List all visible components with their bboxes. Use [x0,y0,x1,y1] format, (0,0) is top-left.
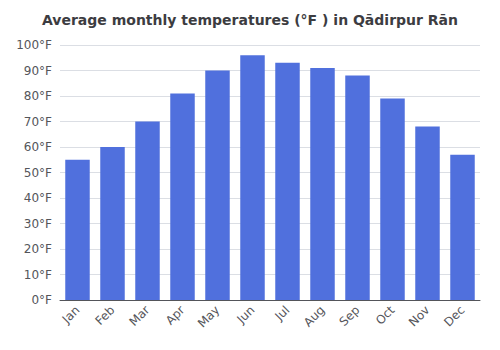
svg-text:50°F: 50°F [24,166,52,180]
svg-text:60°F: 60°F [24,140,52,154]
svg-text:80°F: 80°F [24,89,52,103]
svg-text:30°F: 30°F [24,217,52,231]
svg-text:Jan: Jan [59,303,83,327]
svg-text:Oct: Oct [373,303,398,328]
svg-text:70°F: 70°F [24,115,52,129]
svg-text:Nov: Nov [406,303,432,329]
svg-text:Average monthly temperatures (: Average monthly temperatures (°F ) in Qā… [42,12,458,28]
svg-text:May: May [195,303,222,330]
svg-text:Feb: Feb [93,303,118,328]
svg-text:Apr: Apr [163,303,188,328]
svg-text:40°F: 40°F [24,191,52,205]
svg-text:Sep: Sep [337,303,363,329]
svg-text:Dec: Dec [441,303,467,329]
svg-text:100°F: 100°F [16,38,52,52]
svg-text:10°F: 10°F [24,268,52,282]
svg-text:20°F: 20°F [24,242,52,256]
svg-text:0°F: 0°F [31,293,52,307]
svg-text:Mar: Mar [127,303,153,329]
svg-text:Jul: Jul [272,303,293,324]
svg-text:90°F: 90°F [24,64,52,78]
svg-text:Jun: Jun [234,303,258,327]
svg-text:Aug: Aug [301,303,327,329]
